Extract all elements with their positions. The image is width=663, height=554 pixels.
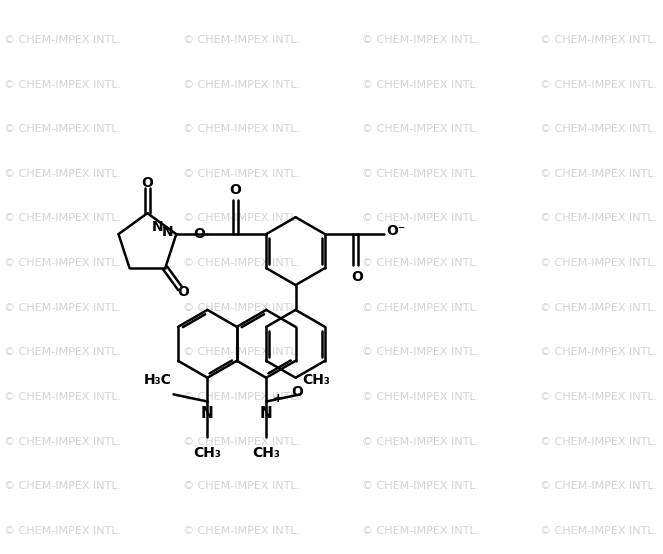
Text: © CHEM-IMPEX INTL.: © CHEM-IMPEX INTL.: [540, 303, 658, 313]
Text: © CHEM-IMPEX INTL.: © CHEM-IMPEX INTL.: [540, 169, 658, 179]
Text: © CHEM-IMPEX INTL.: © CHEM-IMPEX INTL.: [362, 80, 479, 90]
Text: N: N: [201, 406, 213, 421]
Text: © CHEM-IMPEX INTL.: © CHEM-IMPEX INTL.: [5, 258, 122, 268]
Text: O: O: [229, 183, 241, 197]
Text: © CHEM-IMPEX INTL.: © CHEM-IMPEX INTL.: [5, 526, 122, 536]
Text: CH₃: CH₃: [194, 446, 221, 460]
Text: © CHEM-IMPEX INTL.: © CHEM-IMPEX INTL.: [540, 124, 658, 134]
Text: © CHEM-IMPEX INTL.: © CHEM-IMPEX INTL.: [5, 347, 122, 357]
Text: H₃C: H₃C: [144, 373, 172, 387]
Text: © CHEM-IMPEX INTL.: © CHEM-IMPEX INTL.: [183, 392, 300, 402]
Text: © CHEM-IMPEX INTL.: © CHEM-IMPEX INTL.: [183, 303, 300, 313]
Text: © CHEM-IMPEX INTL.: © CHEM-IMPEX INTL.: [5, 392, 122, 402]
Text: © CHEM-IMPEX INTL.: © CHEM-IMPEX INTL.: [540, 437, 658, 447]
Text: © CHEM-IMPEX INTL.: © CHEM-IMPEX INTL.: [540, 392, 658, 402]
Text: © CHEM-IMPEX INTL.: © CHEM-IMPEX INTL.: [540, 35, 658, 45]
Text: N: N: [260, 406, 272, 421]
Text: © CHEM-IMPEX INTL.: © CHEM-IMPEX INTL.: [362, 124, 479, 134]
Text: © CHEM-IMPEX INTL.: © CHEM-IMPEX INTL.: [540, 347, 658, 357]
Text: CH₃: CH₃: [302, 373, 330, 387]
Text: © CHEM-IMPEX INTL.: © CHEM-IMPEX INTL.: [540, 258, 658, 268]
Text: © CHEM-IMPEX INTL.: © CHEM-IMPEX INTL.: [5, 213, 122, 223]
Text: O: O: [193, 227, 205, 241]
Text: © CHEM-IMPEX INTL.: © CHEM-IMPEX INTL.: [5, 124, 122, 134]
Text: © CHEM-IMPEX INTL.: © CHEM-IMPEX INTL.: [362, 213, 479, 223]
Text: © CHEM-IMPEX INTL.: © CHEM-IMPEX INTL.: [183, 258, 300, 268]
Text: © CHEM-IMPEX INTL.: © CHEM-IMPEX INTL.: [362, 526, 479, 536]
Text: © CHEM-IMPEX INTL.: © CHEM-IMPEX INTL.: [5, 437, 122, 447]
Text: © CHEM-IMPEX INTL.: © CHEM-IMPEX INTL.: [540, 481, 658, 491]
Text: © CHEM-IMPEX INTL.: © CHEM-IMPEX INTL.: [540, 80, 658, 90]
Text: CH₃: CH₃: [252, 446, 280, 460]
Text: © CHEM-IMPEX INTL.: © CHEM-IMPEX INTL.: [362, 169, 479, 179]
Text: © CHEM-IMPEX INTL.: © CHEM-IMPEX INTL.: [362, 35, 479, 45]
Text: © CHEM-IMPEX INTL.: © CHEM-IMPEX INTL.: [362, 347, 479, 357]
Text: © CHEM-IMPEX INTL.: © CHEM-IMPEX INTL.: [5, 80, 122, 90]
Text: © CHEM-IMPEX INTL.: © CHEM-IMPEX INTL.: [183, 169, 300, 179]
Text: © CHEM-IMPEX INTL.: © CHEM-IMPEX INTL.: [362, 392, 479, 402]
Text: O: O: [177, 285, 189, 299]
Text: +: +: [272, 392, 283, 406]
Text: © CHEM-IMPEX INTL.: © CHEM-IMPEX INTL.: [183, 213, 300, 223]
Text: © CHEM-IMPEX INTL.: © CHEM-IMPEX INTL.: [183, 80, 300, 90]
Text: © CHEM-IMPEX INTL.: © CHEM-IMPEX INTL.: [183, 35, 300, 45]
Text: N: N: [152, 220, 164, 234]
Text: N: N: [162, 225, 174, 239]
Text: O: O: [292, 385, 303, 399]
Text: © CHEM-IMPEX INTL.: © CHEM-IMPEX INTL.: [183, 347, 300, 357]
Text: © CHEM-IMPEX INTL.: © CHEM-IMPEX INTL.: [540, 526, 658, 536]
Text: © CHEM-IMPEX INTL.: © CHEM-IMPEX INTL.: [362, 303, 479, 313]
Text: © CHEM-IMPEX INTL.: © CHEM-IMPEX INTL.: [540, 213, 658, 223]
Text: © CHEM-IMPEX INTL.: © CHEM-IMPEX INTL.: [183, 437, 300, 447]
Text: © CHEM-IMPEX INTL.: © CHEM-IMPEX INTL.: [362, 437, 479, 447]
Text: © CHEM-IMPEX INTL.: © CHEM-IMPEX INTL.: [183, 124, 300, 134]
Text: © CHEM-IMPEX INTL.: © CHEM-IMPEX INTL.: [183, 526, 300, 536]
Text: O: O: [141, 176, 153, 190]
Text: © CHEM-IMPEX INTL.: © CHEM-IMPEX INTL.: [5, 481, 122, 491]
Text: © CHEM-IMPEX INTL.: © CHEM-IMPEX INTL.: [362, 258, 479, 268]
Text: © CHEM-IMPEX INTL.: © CHEM-IMPEX INTL.: [183, 481, 300, 491]
Text: © CHEM-IMPEX INTL.: © CHEM-IMPEX INTL.: [5, 303, 122, 313]
Text: O: O: [351, 270, 363, 284]
Text: © CHEM-IMPEX INTL.: © CHEM-IMPEX INTL.: [5, 35, 122, 45]
Text: © CHEM-IMPEX INTL.: © CHEM-IMPEX INTL.: [5, 169, 122, 179]
Text: O⁻: O⁻: [386, 224, 405, 238]
Text: © CHEM-IMPEX INTL.: © CHEM-IMPEX INTL.: [362, 481, 479, 491]
